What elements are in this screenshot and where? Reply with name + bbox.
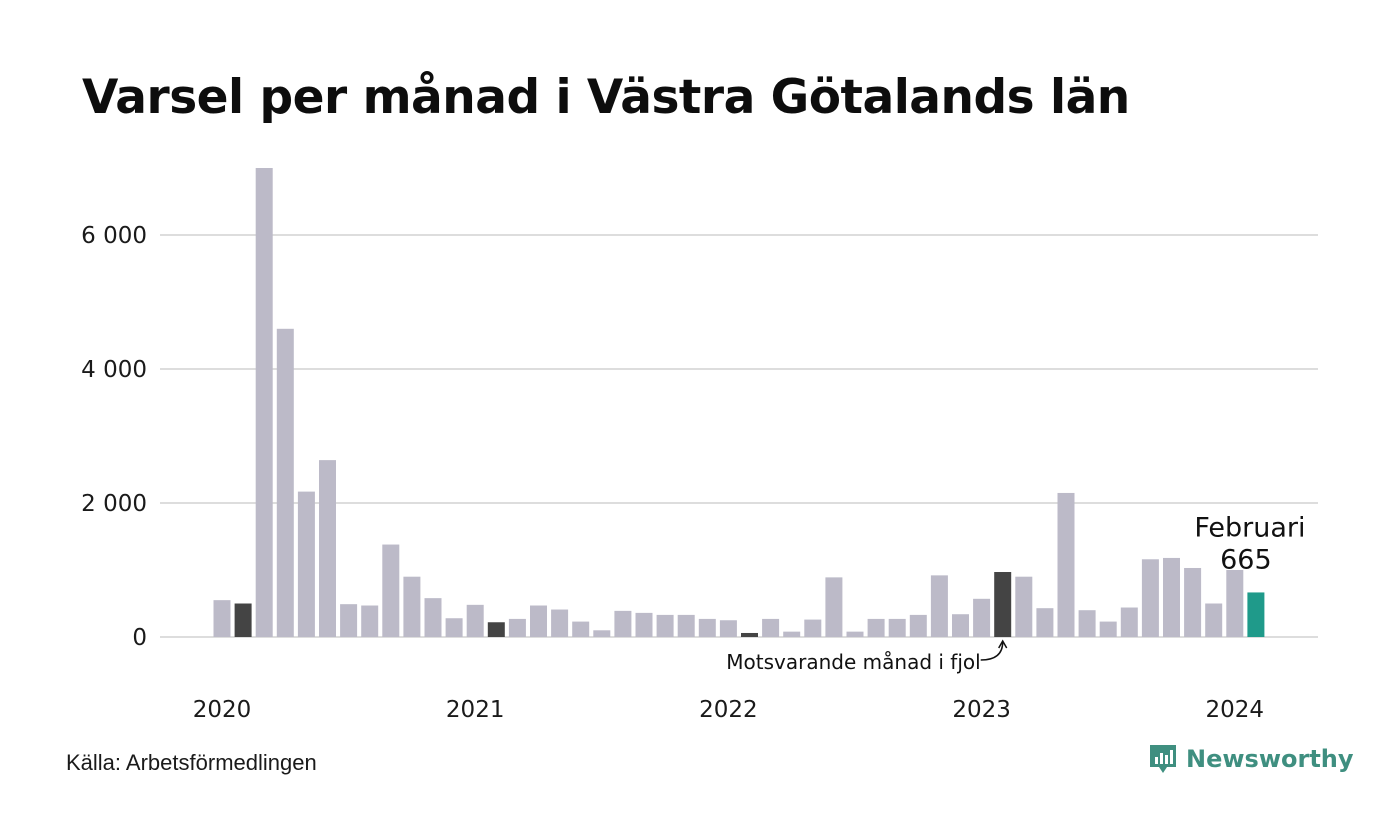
bar: [361, 605, 379, 637]
source-label: Källa: Arbetsförmedlingen: [66, 750, 317, 775]
bar: [719, 620, 737, 637]
bar-current: [1247, 592, 1265, 637]
bar: [825, 577, 843, 637]
newsworthy-logo-icon: [1150, 745, 1176, 773]
y-tick-label: 6 000: [81, 223, 147, 249]
bar: [973, 598, 991, 637]
y-tick-label: 0: [132, 625, 147, 651]
bar: [909, 614, 927, 637]
bar: [319, 460, 336, 637]
bar-chart: 0 2 000 4 000 6 000 2020 2021 2022 2023 2024 Fe…: [81, 168, 1318, 723]
current-month-label: Februari: [1194, 512, 1305, 543]
bar: [1036, 608, 1054, 637]
bar: [1015, 576, 1033, 637]
bar: [804, 619, 822, 637]
bar: [445, 618, 463, 637]
previous-year-label: Motsvarande månad i fjol: [726, 650, 980, 674]
bar: [888, 618, 906, 637]
bar-highlight: [741, 632, 758, 637]
bar: [846, 631, 864, 637]
bar: [677, 614, 695, 637]
x-axis-ticks: 2020 2021 2022 2023 2024: [193, 697, 1264, 723]
current-value-label: 665: [1220, 544, 1272, 575]
bar: [593, 630, 611, 637]
bars: [213, 168, 1265, 637]
bar: [1226, 570, 1244, 637]
bar: [297, 491, 315, 637]
x-tick-label: 2020: [193, 697, 252, 723]
bar-highlight: [487, 622, 505, 637]
bar: [508, 618, 526, 637]
previous-year-arrowhead: [998, 639, 1008, 649]
bar: [551, 609, 569, 637]
brand-name: Newsworthy: [1186, 745, 1354, 773]
bar: [213, 600, 231, 637]
bar: [635, 612, 653, 637]
bar: [382, 544, 400, 637]
bar: [1057, 492, 1075, 637]
x-tick-label: 2022: [699, 697, 758, 723]
x-tick-label: 2021: [446, 697, 505, 723]
bar: [424, 598, 442, 637]
bar: [1205, 603, 1223, 637]
x-tick-label: 2023: [952, 697, 1011, 723]
bar: [1120, 607, 1138, 637]
bar: [1099, 621, 1117, 637]
bar: [867, 618, 885, 637]
bar: [1184, 567, 1202, 637]
bar: [276, 328, 294, 637]
chart-title: Varsel per månad i Västra Götalands län: [82, 70, 1130, 125]
x-tick-label: 2024: [1206, 697, 1265, 723]
bar: [340, 604, 358, 637]
bar: [466, 604, 484, 637]
bar: [255, 168, 273, 637]
bar-highlight: [994, 572, 1012, 637]
bar: [952, 614, 969, 637]
bar: [572, 621, 590, 637]
y-tick-label: 2 000: [81, 491, 147, 517]
previous-year-arrow: [980, 641, 1004, 661]
bar: [930, 575, 948, 637]
bar: [698, 618, 716, 637]
bar: [1163, 557, 1180, 637]
y-axis-ticks: 0 2 000 4 000 6 000: [81, 223, 147, 651]
bar: [530, 605, 547, 637]
bar: [403, 576, 421, 637]
bar: [1078, 610, 1096, 637]
bar: [783, 631, 801, 637]
bar-highlight: [234, 603, 252, 637]
bar: [614, 610, 632, 637]
y-tick-label: 4 000: [81, 357, 147, 383]
bar: [762, 618, 780, 637]
bar: [656, 614, 674, 637]
brand: Newsworthy: [1148, 742, 1354, 776]
bar: [1141, 559, 1159, 637]
